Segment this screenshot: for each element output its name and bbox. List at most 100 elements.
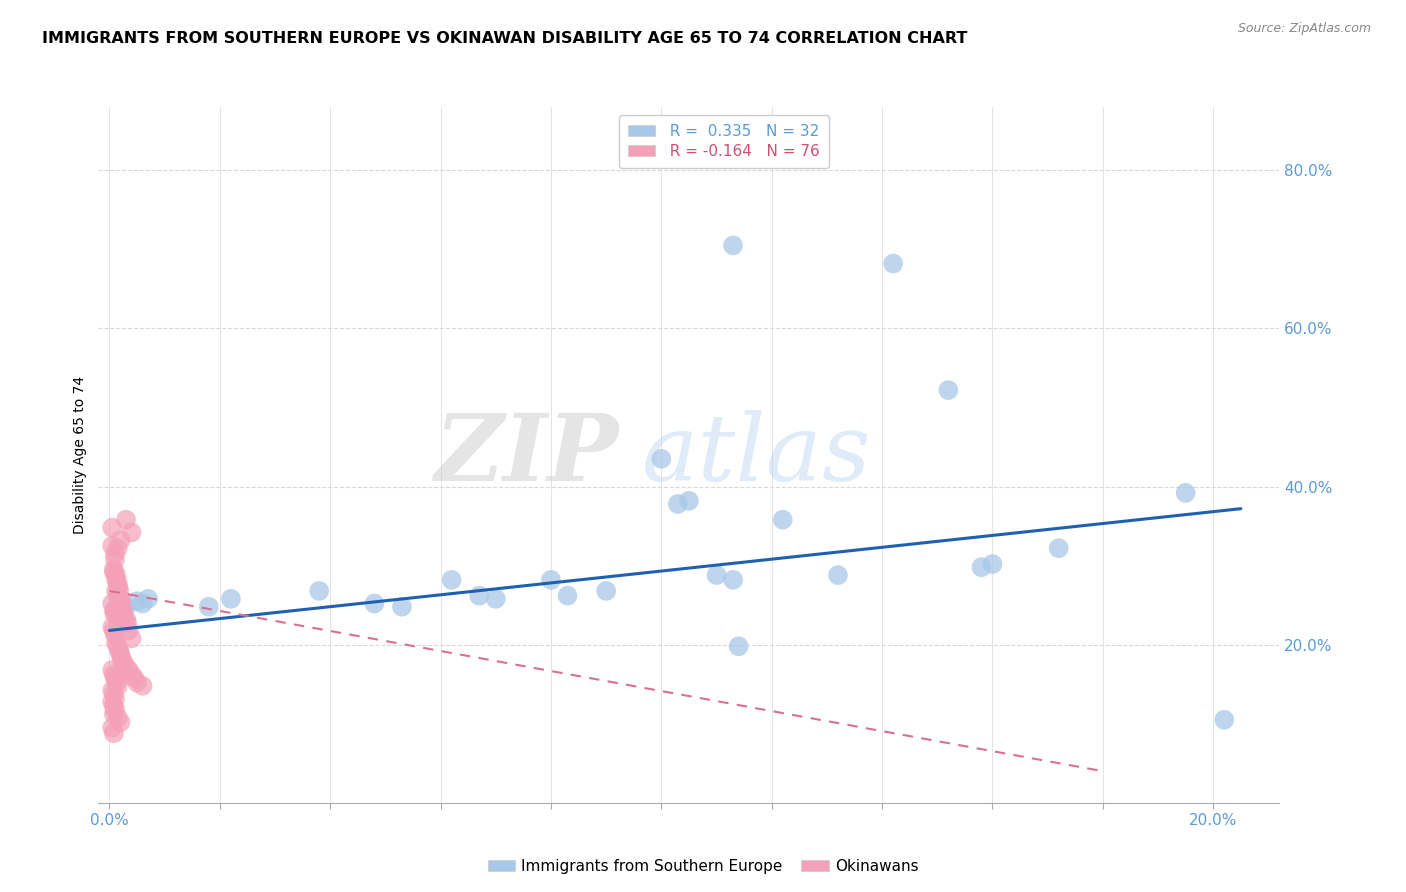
Point [104,702,127,716]
Point [650,451,672,466]
Point [103,687,125,701]
Point [115,615,138,630]
Text: IMMIGRANTS FROM SOUTHERN EUROPE VS OKINAWAN DISABILITY AGE 65 TO 74 CORRELATION : IMMIGRANTS FROM SOUTHERN EUROPE VS OKINA… [42,31,967,46]
Point [101,721,124,735]
Point [721,238,744,252]
Point [706,568,728,582]
Point [882,256,904,270]
Point [540,573,562,587]
Point [118,624,141,638]
Point [104,691,127,706]
Point [110,610,132,624]
Point [219,591,242,606]
Point [112,605,135,619]
Point [105,583,128,598]
Point [103,699,125,714]
Point [104,607,127,622]
Point [115,513,138,527]
Point [101,683,124,698]
Point [101,620,124,634]
Point [468,589,491,603]
Point [107,576,129,591]
Point [110,533,132,548]
Point [110,652,132,666]
Point [121,632,143,646]
Point [104,602,127,616]
Point [103,565,125,579]
Point [110,599,132,614]
Point [108,591,131,606]
Point [131,679,153,693]
Text: ZIP: ZIP [434,410,619,500]
Text: atlas: atlas [641,410,872,500]
Point [115,660,138,674]
Point [121,667,143,681]
Point [727,639,749,653]
Point [772,513,794,527]
Point [666,497,689,511]
Point [101,597,124,611]
Legend:   R =  0.335   N = 32,   R = -0.164   N = 76: R = 0.335 N = 32, R = -0.164 N = 76 [619,115,830,169]
Point [1213,713,1236,727]
Point [827,568,849,582]
Point [108,644,131,658]
Point [107,679,129,693]
Point [110,607,132,622]
Point [721,573,744,587]
Point [105,636,128,650]
Y-axis label: Disability Age 65 to 74: Disability Age 65 to 74 [73,376,87,534]
Point [110,647,132,661]
Point [125,675,148,690]
Point [125,594,148,608]
Point [981,557,1004,571]
Point [108,583,131,598]
Point [104,671,127,685]
Point [136,591,159,606]
Point [110,591,132,606]
Point [485,591,508,606]
Point [363,597,385,611]
Point [103,707,125,722]
Point [103,667,125,681]
Point [101,539,124,553]
Point [1174,486,1197,500]
Point [107,589,129,603]
Point [308,583,330,598]
Point [936,383,959,397]
Point [101,663,124,677]
Text: Source: ZipAtlas.com: Source: ZipAtlas.com [1237,22,1371,36]
Point [124,671,146,685]
Point [1047,541,1070,556]
Legend: Immigrants from Southern Europe, Okinawans: Immigrants from Southern Europe, Okinawa… [482,853,924,880]
Point [103,624,125,638]
Point [118,663,141,677]
Point [104,552,127,566]
Point [107,541,129,556]
Point [112,655,135,669]
Point [440,573,463,587]
Point [105,568,128,582]
Point [105,675,128,690]
Point [121,525,143,540]
Point [131,597,153,611]
Point [557,589,579,603]
Point [970,560,993,574]
Point [107,639,129,653]
Point [103,605,125,619]
Point [101,521,124,535]
Point [105,573,128,587]
Point [391,599,413,614]
Point [112,612,135,626]
Point [110,715,132,730]
Point [103,726,125,740]
Point [103,563,125,577]
Point [101,695,124,709]
Point [104,628,127,642]
Point [104,547,127,561]
Point [678,493,700,508]
Point [107,710,129,724]
Point [110,605,132,619]
Point [115,599,138,614]
Point [198,599,221,614]
Point [595,583,617,598]
